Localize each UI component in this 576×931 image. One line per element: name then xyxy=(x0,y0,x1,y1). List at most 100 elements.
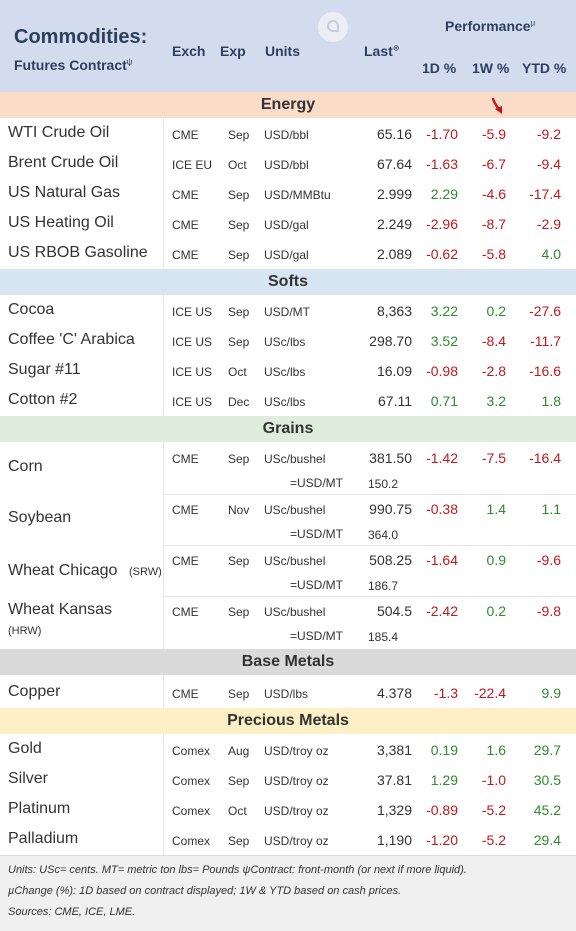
table-row: Cocoa ICE US Sep USD/MT 8,363 3.22 0.2 -27.6 xyxy=(0,296,576,326)
row-divider xyxy=(163,494,576,495)
units: USD/gal xyxy=(264,248,309,262)
units: USc/lbs xyxy=(264,395,306,409)
commodity-name: WTI Crude Oil xyxy=(8,124,110,141)
table-row: US Heating Oil CME Sep USD/gal 2.249 -2.96 -8.… xyxy=(0,209,576,239)
expiry: Aug xyxy=(228,744,250,758)
change-1w: -2.8 xyxy=(481,363,506,379)
change-1d: -1.70 xyxy=(426,126,458,142)
change-1w: -4.6 xyxy=(481,186,506,202)
commodity-name: Cotton #2 xyxy=(8,391,78,408)
change-1d: -1.42 xyxy=(426,450,458,466)
commodity-name: Brent Crude Oil xyxy=(8,154,119,171)
col-units-header: Units xyxy=(265,43,300,59)
col-1w-header: 1W % xyxy=(472,60,510,76)
col-last-header: Last⊕ xyxy=(364,43,400,59)
col-1d-header: 1D % xyxy=(422,60,457,76)
change-1w: -22.4 xyxy=(474,684,506,701)
change-1w: -5.9 xyxy=(481,126,506,142)
units: USD/troy oz xyxy=(264,804,329,818)
change-ytd: 29.7 xyxy=(533,742,561,758)
commodity-name: Coffee 'C' Arabica xyxy=(8,331,135,348)
col-ytd-header: YTD % xyxy=(522,60,567,76)
change-1w: -1.0 xyxy=(481,772,506,788)
section-base-metals: Base Metals xyxy=(0,649,576,675)
expiry: Sep xyxy=(228,452,250,466)
commodity-name: Wheat Chicago xyxy=(8,562,118,579)
table-row: Soybean CME Nov USc/bushel 990.75 -0.38 1.4 1.1… xyxy=(0,494,576,545)
last-price: 67.11 xyxy=(378,393,412,409)
commodity-name: Palladium xyxy=(8,830,79,847)
row-divider xyxy=(163,596,576,597)
units: USD/lbs xyxy=(264,686,309,701)
converted-units: =USD/MT xyxy=(290,476,344,490)
exchange: CME xyxy=(172,686,199,701)
last-footnote-mark: ⊕ xyxy=(392,43,400,53)
last-price: 508.25 xyxy=(369,552,412,568)
change-1w: 0.2 xyxy=(486,303,506,319)
exchange: ICE EU xyxy=(172,158,213,172)
commodity-name: Platinum xyxy=(8,800,71,817)
change-ytd: -11.7 xyxy=(530,333,561,349)
last-price: 67.64 xyxy=(376,156,412,172)
expiry: Sep xyxy=(228,248,250,262)
table-row: US Natural Gas CME Sep USD/MMBtu 2.999 2.29 -4… xyxy=(0,179,576,209)
change-1d: 0.19 xyxy=(430,742,458,758)
section-energy: Energy xyxy=(0,92,576,118)
exchange: CME xyxy=(172,188,199,202)
change-ytd: -16.6 xyxy=(529,363,561,379)
table-row: Wheat Kansas (HRW) CME Sep USc/bushel 504.5 -2… xyxy=(0,596,576,647)
commodity-name: US Heating Oil xyxy=(8,214,114,231)
wheat-class-note: (SRW) xyxy=(129,566,162,578)
exchange: CME xyxy=(172,554,199,568)
expiry: Sep xyxy=(228,128,250,142)
column-divider xyxy=(163,118,164,269)
last-price: 2.249 xyxy=(376,216,412,232)
change-ytd: -9.2 xyxy=(536,126,561,142)
table-row: Wheat Chicago (SRW) CME Sep USc/bushel 508.25… xyxy=(0,545,576,596)
change-1w: 0.2 xyxy=(486,603,506,619)
last-price: 65.16 xyxy=(376,126,412,142)
last-price: 16.09 xyxy=(376,363,412,379)
table-row: Brent Crude Oil ICE EU Oct USD/bbl 67.64 -1.6… xyxy=(0,149,576,179)
table-row: WTI Crude Oil CME Sep USD/bbl 65.16 -1.70 -5.9… xyxy=(0,119,576,149)
change-1w: 3.2 xyxy=(486,393,506,409)
exchange: Comex xyxy=(172,804,211,818)
change-1d: -1.64 xyxy=(426,552,458,568)
commodity-name: Wheat Kansas xyxy=(8,601,113,618)
last-price: 504.5 xyxy=(376,603,412,619)
last-price: 1,190 xyxy=(376,832,412,848)
change-ytd: -9.8 xyxy=(536,603,561,619)
change-1w: -5.2 xyxy=(481,832,506,848)
change-ytd: 30.5 xyxy=(533,772,561,788)
units: USD/bbl xyxy=(264,128,309,142)
subtitle-text: Futures Contract xyxy=(14,57,127,73)
units: USD/MT xyxy=(264,305,310,319)
expiry: Sep xyxy=(228,218,250,232)
change-ytd: 29.4 xyxy=(533,832,561,848)
converted-price: 364.0 xyxy=(367,528,398,542)
units: USc/lbs xyxy=(264,365,306,379)
change-ytd: -27.6 xyxy=(529,303,561,319)
last-price: 3,381 xyxy=(376,742,412,758)
exchange: ICE US xyxy=(172,305,213,319)
expiry: Dec xyxy=(228,395,250,409)
exchange: ICE US xyxy=(172,395,213,409)
table-row: Platinum Comex Oct USD/troy oz 1,329 -0.89 -5.… xyxy=(0,795,576,825)
change-1d: 3.22 xyxy=(430,303,458,319)
exchange: Comex xyxy=(172,744,211,758)
footnote-units: Units: USc= cents. MT= metric ton lbs= P… xyxy=(8,864,467,876)
last-header-text: Last xyxy=(364,43,393,59)
exchange: CME xyxy=(172,248,199,262)
exchange: ICE US xyxy=(172,365,213,379)
page-subtitle: Futures Contractψ xyxy=(14,57,133,73)
table-row: Gold Comex Aug USD/troy oz 3,381 0.19 1.6 29.7 xyxy=(0,735,576,765)
subtitle-footnote-mark: ψ xyxy=(126,57,133,67)
change-ytd: 4.0 xyxy=(541,246,561,262)
units: USc/bushel xyxy=(264,605,326,619)
expiry: Sep xyxy=(228,686,250,701)
col-performance-header: Performanceµ xyxy=(445,18,535,34)
expiry: Sep xyxy=(228,774,250,788)
table-row: Sugar #11 ICE US Oct USc/lbs 16.09 -0.98 -2.8 -… xyxy=(0,356,576,386)
change-1w: -7.5 xyxy=(481,450,506,466)
table-row: Corn CME Sep USc/bushel 381.50 -1.42 -7.5 -16.4… xyxy=(0,443,576,494)
